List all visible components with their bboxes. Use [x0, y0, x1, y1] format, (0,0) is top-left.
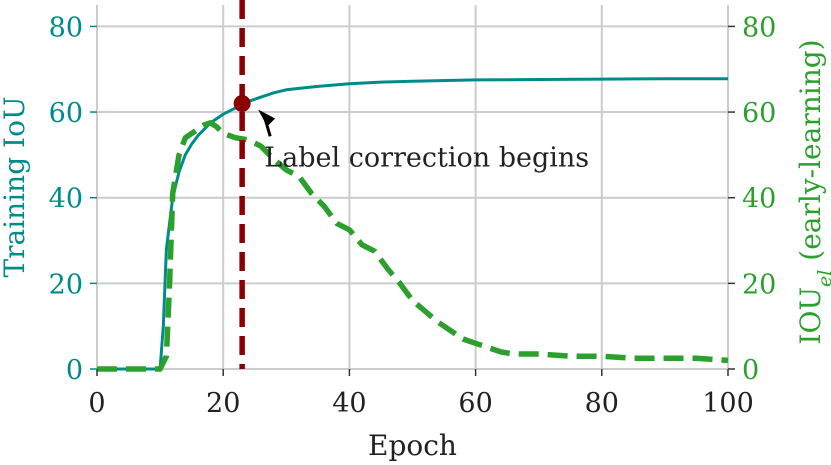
- y-right-tick-label: 80: [742, 12, 776, 43]
- series-early-learning-line: [97, 120, 729, 372]
- grid: [96, 5, 729, 370]
- vline-layer: [233, 0, 251, 369]
- x-tick-label: 100: [702, 388, 754, 419]
- x-tick-label: 60: [458, 388, 492, 419]
- y-left-tick-label: 40: [49, 184, 83, 215]
- label-correction-marker: [233, 94, 251, 112]
- annotation-text: Label correction begins: [264, 142, 589, 173]
- x-tick-label: 0: [88, 388, 105, 419]
- y-right-axis-label-suffix: (early-learning): [794, 39, 827, 269]
- y-right-tick-label: 0: [742, 355, 759, 386]
- y-right-tick-label: 20: [742, 269, 776, 300]
- annotation-arrow-head: [258, 109, 276, 127]
- y-left-tick-label: 20: [49, 269, 83, 300]
- labels-layer: Epoch Training IoU IOUel (early-learning): [0, 39, 831, 462]
- y-right-tick-label: 40: [742, 184, 776, 215]
- y-right-tick-label: 60: [742, 98, 776, 129]
- series-training-iou-line: [97, 77, 728, 371]
- x-tick-label: 40: [332, 388, 366, 419]
- y-right-axis-label-sub: el: [814, 270, 831, 287]
- y-left-tick-label: 60: [49, 98, 83, 129]
- x-tick-label: 80: [585, 388, 619, 419]
- y-right-axis-label: IOUel (early-learning): [794, 39, 831, 344]
- y-left-axis-label: Training IoU: [0, 96, 31, 277]
- y-left-tick-label: 80: [49, 12, 83, 43]
- series-layer: [97, 77, 729, 372]
- y-right-axis-label-main: IOU: [794, 287, 827, 345]
- plot-frame: [96, 5, 729, 370]
- x-axis-label: Epoch: [368, 429, 457, 462]
- annotation-layer: Label correction begins: [258, 109, 589, 173]
- x-tick-label: 20: [206, 388, 240, 419]
- y-left-tick-label: 0: [66, 355, 83, 386]
